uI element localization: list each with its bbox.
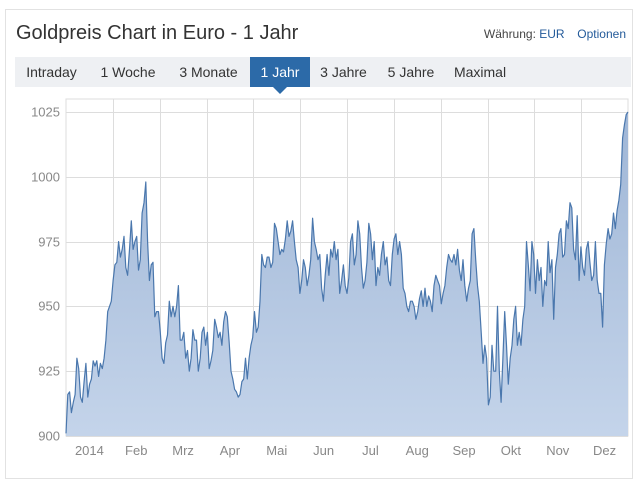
page-title: Goldpreis Chart in Euro - 1 Jahr: [16, 22, 299, 44]
tab-3-jahre[interactable]: 3 Jahre: [320, 64, 367, 80]
currency-link[interactable]: EUR: [539, 27, 565, 41]
tab-1-jahr[interactable]: 1 Jahr: [250, 57, 310, 94]
currency-label: Währung:: [483, 27, 536, 41]
y-tick-label: 1025: [31, 105, 60, 120]
active-tab-caret: [273, 87, 287, 94]
x-tick-label: Dez: [593, 443, 616, 458]
header-controls: Währung: EUR Optionen: [484, 27, 626, 41]
x-tick-label: Nov: [546, 443, 570, 458]
tab-5-jahre[interactable]: 5 Jahre: [387, 64, 435, 80]
tab-maximal[interactable]: Maximal: [453, 64, 507, 80]
x-tick-label: Aug: [406, 443, 429, 458]
y-tick-label: 900: [38, 429, 60, 444]
y-tick-label: 950: [38, 299, 60, 314]
x-tick-label: Jun: [313, 443, 334, 458]
y-tick-label: 925: [38, 364, 60, 379]
options-link[interactable]: Optionen: [577, 27, 626, 41]
x-tick-label: Feb: [125, 443, 147, 458]
tab-1-woche[interactable]: 1 Woche: [100, 64, 156, 80]
x-tick-label: Apr: [220, 443, 241, 458]
x-tick-label: Jul: [362, 443, 379, 458]
tab-intraday[interactable]: Intraday: [26, 64, 77, 80]
range-tabbar: Intraday 1 Woche 3 Monate 1 Jahr 3 Jahre…: [15, 57, 631, 94]
price-line: [65, 111, 629, 434]
y-tick-label: 975: [38, 235, 60, 250]
price-area: [66, 112, 628, 436]
y-tick-label: 1000: [31, 170, 60, 185]
x-tick-label: Okt: [501, 443, 522, 458]
x-tick-label: Sep: [453, 443, 476, 458]
x-tick-label: Mai: [266, 443, 287, 458]
x-tick-label: Mrz: [172, 443, 194, 458]
tab-3-monate[interactable]: 3 Monate: [179, 64, 238, 80]
x-tick-label: 2014: [75, 443, 104, 458]
